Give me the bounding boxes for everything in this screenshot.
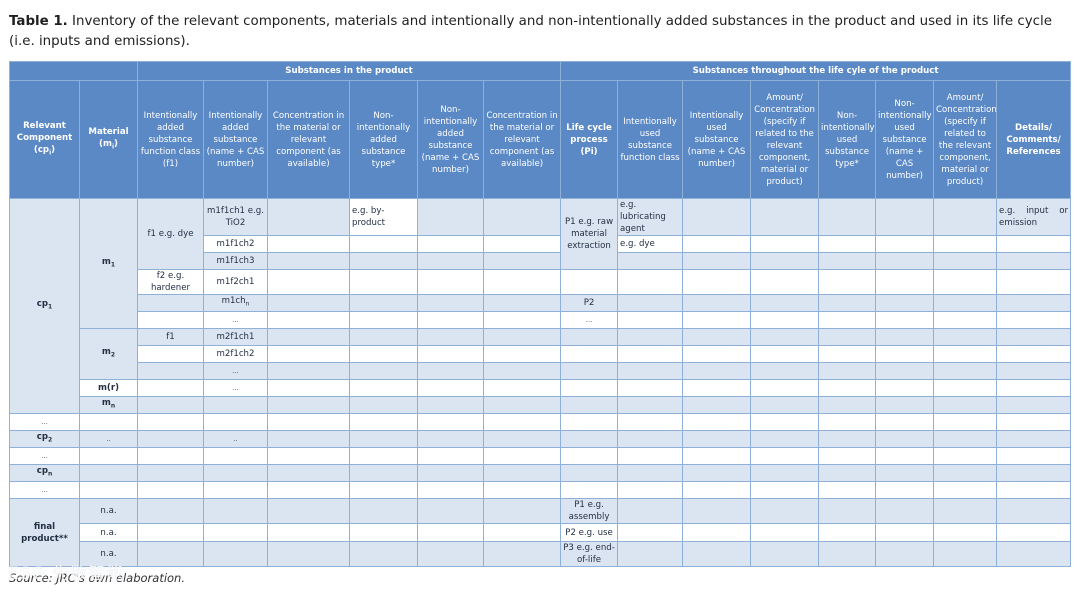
watermark: ESG 先数智能: [8, 564, 125, 584]
cell-p1-assembly: P1 e.g. assembly: [560, 498, 619, 524]
header-concentration-2: Concentration in the material or relevan…: [482, 80, 562, 199]
cell-cp2: cp2: [9, 430, 80, 448]
cell-ellipsis: ...: [560, 311, 619, 329]
header-nias-type: Non-intentionally added substance type*: [349, 80, 418, 199]
table-row: n.a. P2 e.g. use: [10, 523, 1072, 542]
cell-cpn: cpn: [9, 464, 80, 482]
table-row: n.a. P3 e.g. end-of-life: [10, 541, 1072, 567]
cell-m2f1ch1: m2f1ch1: [203, 328, 268, 346]
table-caption: Table 1. Inventory of the relevant compo…: [9, 12, 1074, 52]
cell-m1f1ch3: m1f1ch3: [203, 252, 268, 270]
table-row: mn: [10, 396, 1072, 414]
cell-ellipsis: ...: [9, 413, 80, 431]
table-row: ...: [9, 413, 1072, 431]
table-row: m(r) ...: [10, 379, 1072, 397]
cell-final-product: final product**: [9, 498, 80, 567]
cell-dye: e.g. dye: [617, 235, 684, 253]
cell-ellipsis: ...: [203, 379, 268, 397]
cell-m1f2ch1: m1f2ch1: [203, 269, 268, 295]
header-group-lifecycle: Substances throughout the life cyle of t…: [560, 61, 1072, 81]
table-row: final product** n.a. P1 e.g. assembly: [9, 498, 1072, 567]
cell-na: n.a.: [79, 498, 138, 524]
header-concentration: Concentration in the material or relevan…: [267, 80, 350, 199]
cell-m2: m2: [79, 328, 138, 380]
header-function-class: Intentionally added substance function c…: [137, 80, 204, 199]
header-ius-function-class: Intentionally used substance function cl…: [617, 80, 684, 199]
table-row: m1f1ch2 e.g. dye: [10, 235, 1072, 253]
header-corner: [9, 61, 138, 81]
table-row: m2f1ch2: [10, 345, 1072, 363]
cell-mn: mn: [79, 396, 138, 414]
table-row: f2 e.g. hardener m1f2ch1: [10, 269, 1072, 295]
cell-f2-hardener: f2 e.g. hardener: [137, 269, 204, 295]
header-group-product: Substances in the product: [136, 61, 562, 81]
cell-cp1: cp1: [9, 198, 80, 414]
header-life-cycle-process: Life cycle process (Pi): [560, 80, 619, 199]
table-row: ...: [10, 362, 1072, 380]
cell-p1-raw: P1 e.g. raw material extraction: [560, 198, 619, 270]
cell-na: n.a.: [79, 523, 138, 542]
inventory-table: Substances in the product Substances thr…: [9, 61, 1072, 567]
table-row: m1chn P2: [10, 294, 1072, 312]
header-nius-type: Non-intentionally used substance type*: [818, 80, 877, 199]
table-row: cpn: [9, 464, 1072, 482]
cell-m2f1ch2: m2f1ch2: [203, 345, 268, 363]
header-material: Material (mi): [79, 80, 138, 199]
cell-f1-dye: f1 e.g. dye: [137, 198, 204, 270]
cell-ellipsis: ...: [9, 447, 80, 465]
cell-f1: f1: [137, 328, 204, 346]
caption-label: Table 1.: [9, 14, 68, 29]
cell-m1chn: m1chn: [203, 294, 268, 312]
cell-na: n.a.: [79, 541, 138, 567]
cell-dots: ..: [79, 430, 138, 448]
source-note: Source: JRC's own elaboration.: [9, 571, 185, 585]
cell-m1: m1: [79, 198, 138, 329]
cell-input-emission: e.g. input or emission: [996, 198, 1072, 236]
header-columns-row: Relevant Component (cpi) Material (mi) I…: [9, 80, 1072, 199]
cell-lubricating-agent: e.g. lubricating agent: [617, 198, 684, 236]
header-ius-substance: Intentionally used substance (name + CAS…: [682, 80, 752, 199]
header-amount-concentration-2: Amount/ Concentration (specify if relate…: [933, 80, 998, 199]
cell-by-product: e.g. by-product: [349, 198, 418, 236]
cell-m1f1ch2: m1f1ch2: [203, 235, 268, 253]
table-row: cp2 .. ..: [9, 430, 1072, 448]
cell-p2: P2: [560, 294, 619, 312]
cell-p2-use: P2 e.g. use: [560, 523, 619, 542]
table-row: ...: [9, 481, 1072, 499]
caption-text: Inventory of the relevant components, ma…: [9, 14, 1052, 49]
cell-m1f1ch1: m1f1ch1 e.g. TiO2: [203, 198, 268, 236]
table-row: cp1 m1 f1 e.g. dye m1f1ch1 e.g. TiO2 e.g…: [9, 198, 1072, 414]
cell-mr: m(r): [79, 379, 138, 397]
header-details: Details/ Comments/ References: [996, 80, 1072, 199]
table-row: ... ...: [10, 311, 1072, 329]
header-group-row: Substances in the product Substances thr…: [9, 61, 1072, 81]
header-nius-substance: Non-intentionally used substance (name +…: [875, 80, 935, 199]
table-row: m2 f1 m2f1ch1: [10, 328, 1072, 380]
cell-ellipsis: ...: [9, 481, 80, 499]
table-row: ...: [9, 447, 1072, 465]
header-intentional-substance: Intentionally added substance (name + CA…: [203, 80, 268, 199]
header-nias-substance: Non-intentionally added substance (name …: [417, 80, 484, 199]
header-amount-concentration: Amount/ Concentration (specify if relate…: [750, 80, 820, 199]
cell-ellipsis: ...: [203, 311, 268, 329]
table-row: m1f1ch3: [10, 252, 1072, 270]
header-relevant-component: Relevant Component (cpi): [9, 80, 80, 199]
cell-dots: ..: [203, 430, 268, 448]
cell-ellipsis: ...: [203, 362, 268, 380]
cell-p3-eol: P3 e.g. end-of-life: [560, 541, 619, 567]
